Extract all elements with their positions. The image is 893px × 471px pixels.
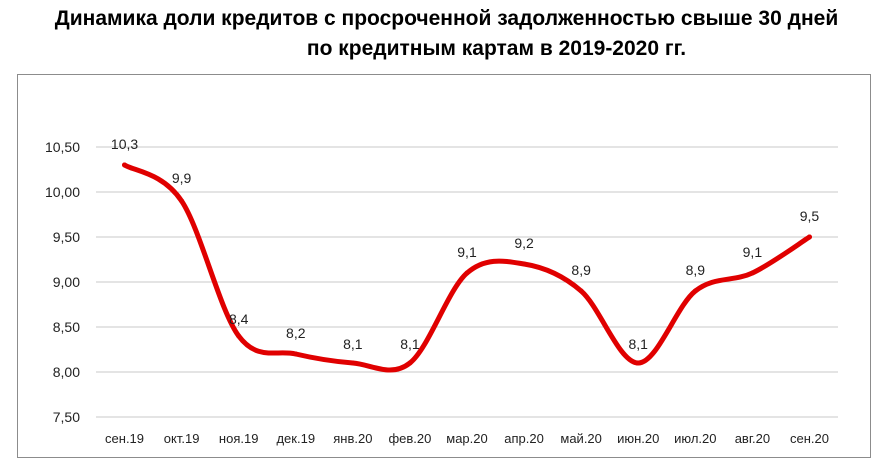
data-point bbox=[236, 333, 242, 339]
data-label: 9,2 bbox=[514, 235, 534, 251]
x-tick-label: дек.19 bbox=[276, 431, 315, 446]
data-label: 8,1 bbox=[400, 336, 420, 352]
data-point bbox=[179, 198, 185, 204]
x-tick-label: фев.20 bbox=[388, 431, 431, 446]
series-line bbox=[122, 162, 812, 373]
y-tick-label: 10,50 bbox=[45, 139, 80, 155]
data-label: 8,9 bbox=[571, 262, 591, 278]
data-label: 8,4 bbox=[229, 311, 249, 327]
x-tick-label: сен.20 bbox=[790, 431, 829, 446]
data-label: 8,2 bbox=[286, 325, 306, 341]
chart-title-line1: Динамика доли кредитов с просроченной за… bbox=[54, 7, 839, 30]
data-point bbox=[350, 360, 356, 366]
x-tick-label: ноя.19 bbox=[219, 431, 259, 446]
data-label: 9,9 bbox=[172, 170, 192, 186]
x-tick-label: апр.20 bbox=[504, 431, 544, 446]
data-label: 8,1 bbox=[628, 336, 648, 352]
x-tick-label: окт.19 bbox=[164, 431, 200, 446]
chart-area: 7,50 8,00 8,50 9,00 9,50 10,00 10,50 сен.19 окт.… bbox=[17, 74, 871, 458]
x-tick-label: май.20 bbox=[560, 431, 602, 446]
data-label: 8,9 bbox=[686, 262, 706, 278]
line-chart: 7,50 8,00 8,50 9,00 9,50 10,00 10,50 сен.19 окт.… bbox=[45, 136, 838, 446]
y-tick-label: 10,00 bbox=[45, 184, 80, 200]
data-point bbox=[749, 270, 755, 276]
data-label: 10,3 bbox=[111, 136, 138, 152]
data-label: 8,1 bbox=[343, 336, 363, 352]
y-tick-label: 9,00 bbox=[53, 274, 80, 290]
data-point bbox=[293, 351, 299, 357]
x-tick-label: авг.20 bbox=[735, 431, 770, 446]
data-point bbox=[407, 360, 413, 366]
data-point bbox=[692, 288, 698, 294]
data-label: 9,1 bbox=[743, 244, 763, 260]
data-label: 9,5 bbox=[800, 208, 820, 224]
x-tick-label: июн.20 bbox=[617, 431, 659, 446]
y-tick-label: 8,00 bbox=[53, 364, 80, 380]
data-point bbox=[521, 261, 527, 267]
data-point bbox=[635, 360, 641, 366]
x-tick-label: мар.20 bbox=[446, 431, 487, 446]
y-tick-label: 7,50 bbox=[53, 409, 80, 425]
x-tick-label: янв.20 bbox=[333, 431, 372, 446]
data-label: 9,1 bbox=[457, 244, 477, 260]
x-tick-label: июл.20 bbox=[674, 431, 716, 446]
data-point bbox=[464, 270, 470, 276]
data-point bbox=[122, 162, 128, 168]
chart-title: Динамика доли кредитов с просроченной за… bbox=[0, 4, 893, 64]
data-point bbox=[578, 288, 584, 294]
x-tick-label: сен.19 bbox=[105, 431, 144, 446]
data-point bbox=[806, 234, 812, 240]
chart-title-line2: по кредитным картам в 2019-2020 гг. bbox=[306, 37, 687, 60]
y-tick-label: 8,50 bbox=[53, 319, 80, 335]
y-tick-label: 9,50 bbox=[53, 229, 80, 245]
